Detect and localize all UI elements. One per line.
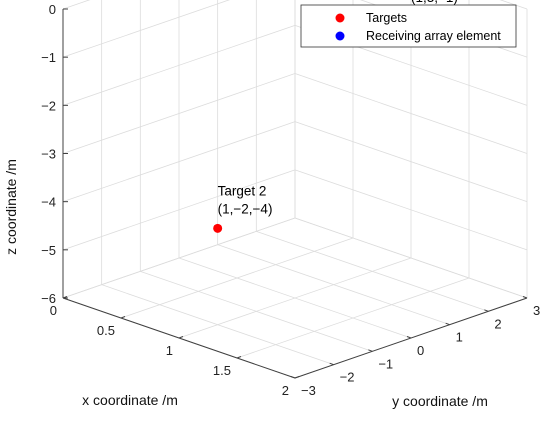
- y-tick-mark: [445, 322, 450, 326]
- z-tick-label: −3: [41, 147, 56, 162]
- y-tick-label: 1: [456, 330, 463, 345]
- y-axis-label: y coordinate /m: [392, 393, 488, 409]
- y-tick-mark: [329, 362, 334, 366]
- z-tick-label: 0: [49, 2, 56, 17]
- y-tick-mark: [290, 376, 296, 379]
- wall-xz-gridline-z: [294, 169, 528, 251]
- floor-gridline-y: [101, 284, 334, 366]
- x-tick-label: 0.5: [97, 323, 115, 338]
- grid-layer: [62, 0, 528, 379]
- y-tick-label: 3: [533, 303, 540, 318]
- wall-xz-gridline-z: [294, 217, 528, 299]
- tick-labels: 0 0.5 1 1.5 2 −3 −2 −1 0 1 2 3 0 −1 −2 −3 −4 −5 −6: [41, 2, 540, 398]
- z-axis-label: z coordinate /m: [3, 159, 19, 255]
- z-tick-label: −4: [41, 195, 56, 210]
- x-tick-mark: [120, 316, 126, 319]
- y-tick-mark: [368, 349, 373, 352]
- floor-gridline-y: [256, 230, 489, 312]
- y-tick-label: −1: [378, 356, 393, 371]
- y-tick-label: −2: [340, 370, 355, 385]
- legend-label-receiving-array: Receiving array element: [366, 29, 501, 43]
- z-tick-label: −5: [41, 243, 56, 258]
- wall-yz-gridline-z: [62, 121, 296, 203]
- legend-marker-targets: [335, 13, 345, 23]
- z-tick-label: −2: [41, 98, 56, 113]
- legend-label-targets: Targets: [366, 11, 407, 25]
- target-annotation-name: Target 2: [218, 183, 267, 198]
- x-tick-label: 1.5: [213, 363, 231, 378]
- x-tick-label: 0: [50, 303, 57, 318]
- target-marker: [213, 223, 223, 233]
- wall-xz-gridline-z: [294, 121, 528, 203]
- wall-yz-gridline-z: [62, 217, 296, 299]
- x-tick-mark: [236, 356, 242, 359]
- x-tick-mark: [294, 376, 300, 379]
- legend: Targets Receiving array element: [300, 4, 517, 48]
- y-tick-mark: [406, 336, 412, 339]
- wall-yz-gridline-z: [62, 169, 296, 251]
- y-tick-label: 2: [494, 316, 501, 331]
- target-annotation-coords: (1,−2,−4): [218, 201, 273, 216]
- wall-xz-gridline-z: [294, 73, 528, 154]
- z-tick-label: −1: [41, 50, 56, 65]
- x-tick-mark: [178, 336, 184, 339]
- floor-gridline-y: [178, 257, 412, 339]
- y-tick-mark: [484, 309, 489, 312]
- legend-box: [300, 4, 517, 48]
- x-tick-label: 2: [282, 383, 289, 398]
- z-tick-label: −6: [41, 291, 56, 306]
- y-tick-label: 0: [417, 343, 424, 358]
- y-tick-label: −3: [301, 383, 316, 398]
- floor-gridline-y: [140, 270, 373, 352]
- x-tick-label: 1: [166, 343, 173, 358]
- wall-yz-gridline-z: [62, 0, 231, 58]
- target-annotation-coords: (1,3,−1): [411, 0, 458, 5]
- axis-layer: [62, 8, 528, 379]
- floor-gridline-y: [217, 244, 450, 326]
- legend-marker-receiving-array: [335, 31, 345, 41]
- wall-yz-gridline-z: [62, 73, 296, 154]
- point-annotations: Target 1(1,3,−1)Target 2(1,−2,−4): [218, 0, 458, 216]
- y-tick-mark: [522, 296, 528, 299]
- wall-yz-gridline-z: [62, 24, 296, 106]
- x-axis-label: x coordinate /m: [82, 392, 178, 408]
